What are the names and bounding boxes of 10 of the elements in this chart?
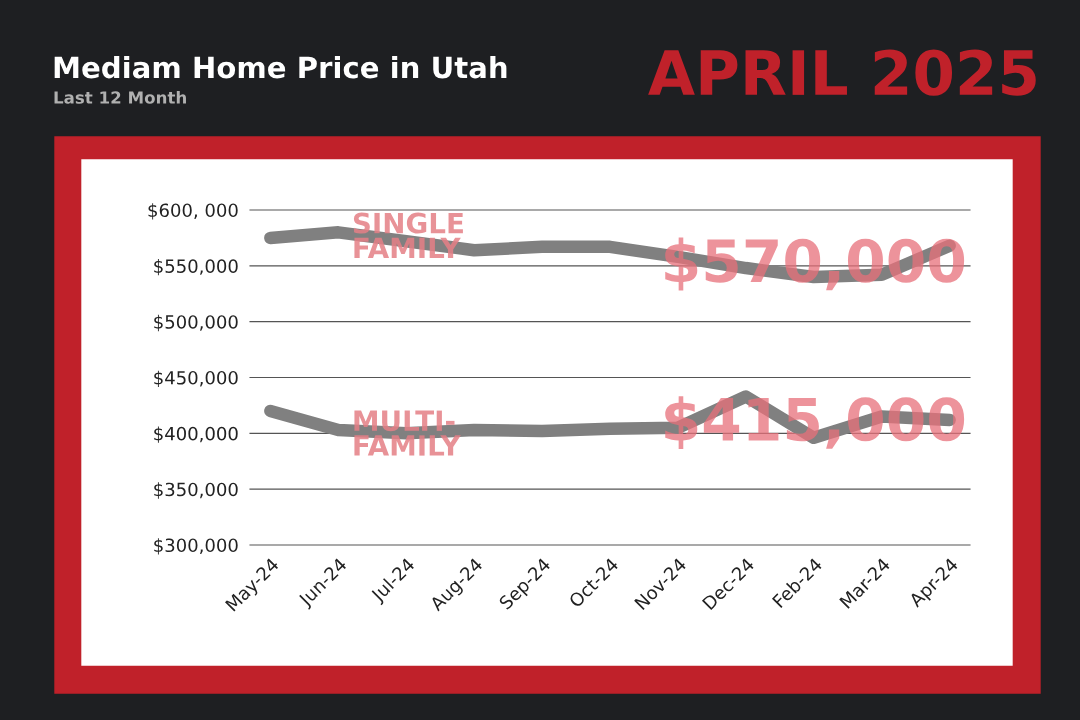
y-tick-label: $450,000	[154, 370, 238, 388]
y-tick-label: $350,000	[154, 482, 238, 499]
y-tick-label: $600, 000	[148, 203, 238, 220]
y-tick-label: $550,000	[154, 258, 238, 276]
y-tick-label: $300,000	[154, 538, 238, 555]
y-tick-label: $500,000	[154, 314, 238, 332]
chart-title: Mediam Home Price in Utah	[54, 55, 507, 79]
chart-subtitle: Last 12 Month	[54, 90, 186, 104]
y-tick-label: $400,000	[154, 426, 238, 443]
text: APRIL 2025	[648, 49, 1036, 96]
